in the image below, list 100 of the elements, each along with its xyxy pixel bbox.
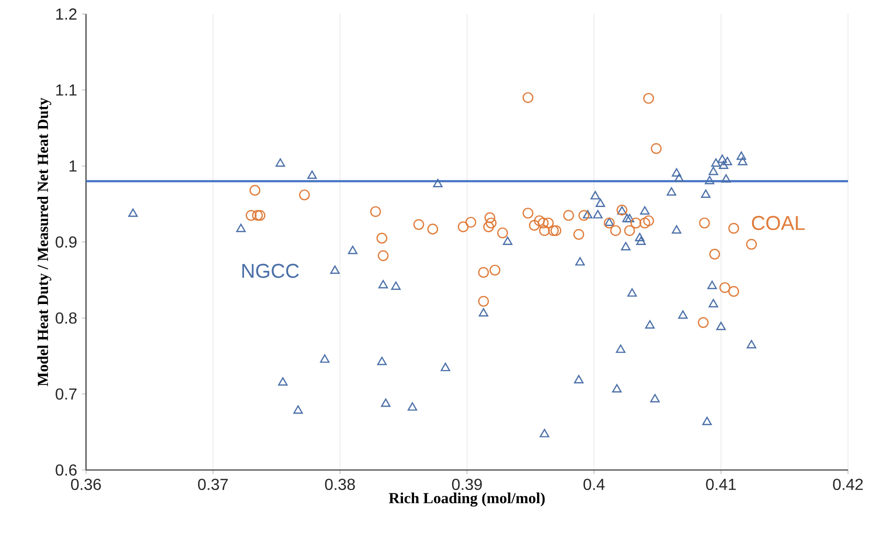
y-tick-label: 1.2 bbox=[56, 8, 76, 20]
point bbox=[616, 344, 626, 353]
point bbox=[307, 170, 317, 179]
point bbox=[640, 206, 650, 215]
series-label: COAL bbox=[752, 216, 805, 230]
point bbox=[728, 222, 740, 234]
point bbox=[650, 143, 662, 154]
point bbox=[254, 210, 266, 221]
point bbox=[711, 158, 721, 167]
point bbox=[621, 242, 631, 250]
point bbox=[299, 189, 310, 200]
point bbox=[502, 236, 512, 245]
y-tick-label: 0.8 bbox=[56, 312, 77, 324]
x-axis-title: Rich Loading (mol/mol) bbox=[388, 492, 545, 507]
point bbox=[702, 416, 712, 426]
point bbox=[433, 178, 443, 188]
x-tick-label: 0.4 bbox=[584, 478, 605, 490]
point bbox=[539, 225, 550, 236]
point bbox=[528, 220, 540, 231]
point bbox=[440, 362, 450, 372]
point bbox=[370, 206, 381, 217]
point bbox=[278, 377, 288, 386]
point bbox=[582, 210, 592, 218]
point bbox=[540, 428, 550, 438]
point bbox=[378, 280, 388, 288]
point bbox=[708, 298, 718, 308]
point bbox=[490, 264, 500, 276]
point bbox=[548, 225, 559, 236]
y-tick-label: 0.9 bbox=[56, 236, 77, 248]
point bbox=[542, 218, 554, 228]
point bbox=[622, 214, 632, 222]
x-tick-label: 0.39 bbox=[452, 478, 482, 490]
point bbox=[330, 265, 340, 274]
point bbox=[497, 227, 508, 238]
point bbox=[698, 317, 709, 328]
point bbox=[701, 189, 711, 198]
point bbox=[596, 198, 606, 208]
x-tick-label: 0.37 bbox=[198, 478, 228, 490]
point bbox=[522, 208, 534, 219]
point bbox=[408, 402, 418, 411]
point bbox=[624, 214, 634, 222]
point bbox=[738, 156, 748, 166]
point bbox=[610, 225, 621, 236]
point bbox=[348, 246, 358, 254]
point bbox=[574, 374, 584, 384]
point bbox=[650, 394, 660, 402]
point bbox=[612, 384, 622, 392]
point bbox=[250, 184, 260, 196]
point bbox=[563, 210, 574, 221]
point bbox=[674, 174, 684, 182]
point bbox=[246, 210, 257, 221]
point bbox=[573, 229, 584, 240]
x-tick-label: 0.41 bbox=[706, 478, 736, 490]
point bbox=[704, 176, 714, 184]
point bbox=[643, 215, 654, 226]
point bbox=[593, 210, 603, 218]
point bbox=[707, 280, 717, 290]
point bbox=[478, 296, 489, 307]
point bbox=[413, 219, 424, 230]
y-axis-title: Model Heat Duty / Measured Net Heat Duty bbox=[37, 98, 52, 386]
point bbox=[699, 218, 710, 228]
point bbox=[746, 340, 756, 348]
y-tick-label: 0.7 bbox=[56, 388, 76, 400]
point bbox=[522, 92, 534, 104]
point bbox=[486, 218, 497, 228]
point bbox=[672, 225, 682, 234]
point bbox=[719, 282, 730, 293]
point bbox=[458, 221, 469, 232]
point bbox=[478, 267, 489, 278]
point bbox=[718, 160, 728, 170]
point bbox=[391, 281, 401, 290]
point bbox=[377, 356, 387, 366]
point bbox=[550, 225, 562, 236]
point bbox=[276, 158, 286, 167]
point bbox=[630, 218, 642, 228]
point bbox=[538, 218, 549, 228]
point bbox=[293, 405, 303, 414]
point bbox=[716, 322, 726, 330]
point bbox=[718, 154, 728, 163]
point bbox=[128, 208, 138, 217]
point bbox=[378, 250, 389, 262]
point bbox=[590, 191, 600, 200]
x-tick-label: 0.42 bbox=[833, 478, 863, 490]
y-tick-label: 0.6 bbox=[56, 464, 77, 476]
point bbox=[380, 398, 390, 407]
point bbox=[708, 166, 718, 176]
point bbox=[678, 310, 688, 319]
point bbox=[465, 216, 476, 228]
point bbox=[376, 232, 388, 244]
point bbox=[427, 224, 438, 234]
point bbox=[578, 210, 590, 221]
y-tick-label: 1 bbox=[70, 160, 77, 172]
point bbox=[643, 92, 654, 104]
point bbox=[645, 320, 655, 329]
x-tick-label: 0.36 bbox=[71, 478, 101, 490]
point bbox=[666, 187, 676, 196]
point bbox=[722, 156, 732, 166]
point bbox=[728, 286, 740, 297]
point bbox=[639, 218, 650, 228]
point bbox=[575, 257, 585, 266]
